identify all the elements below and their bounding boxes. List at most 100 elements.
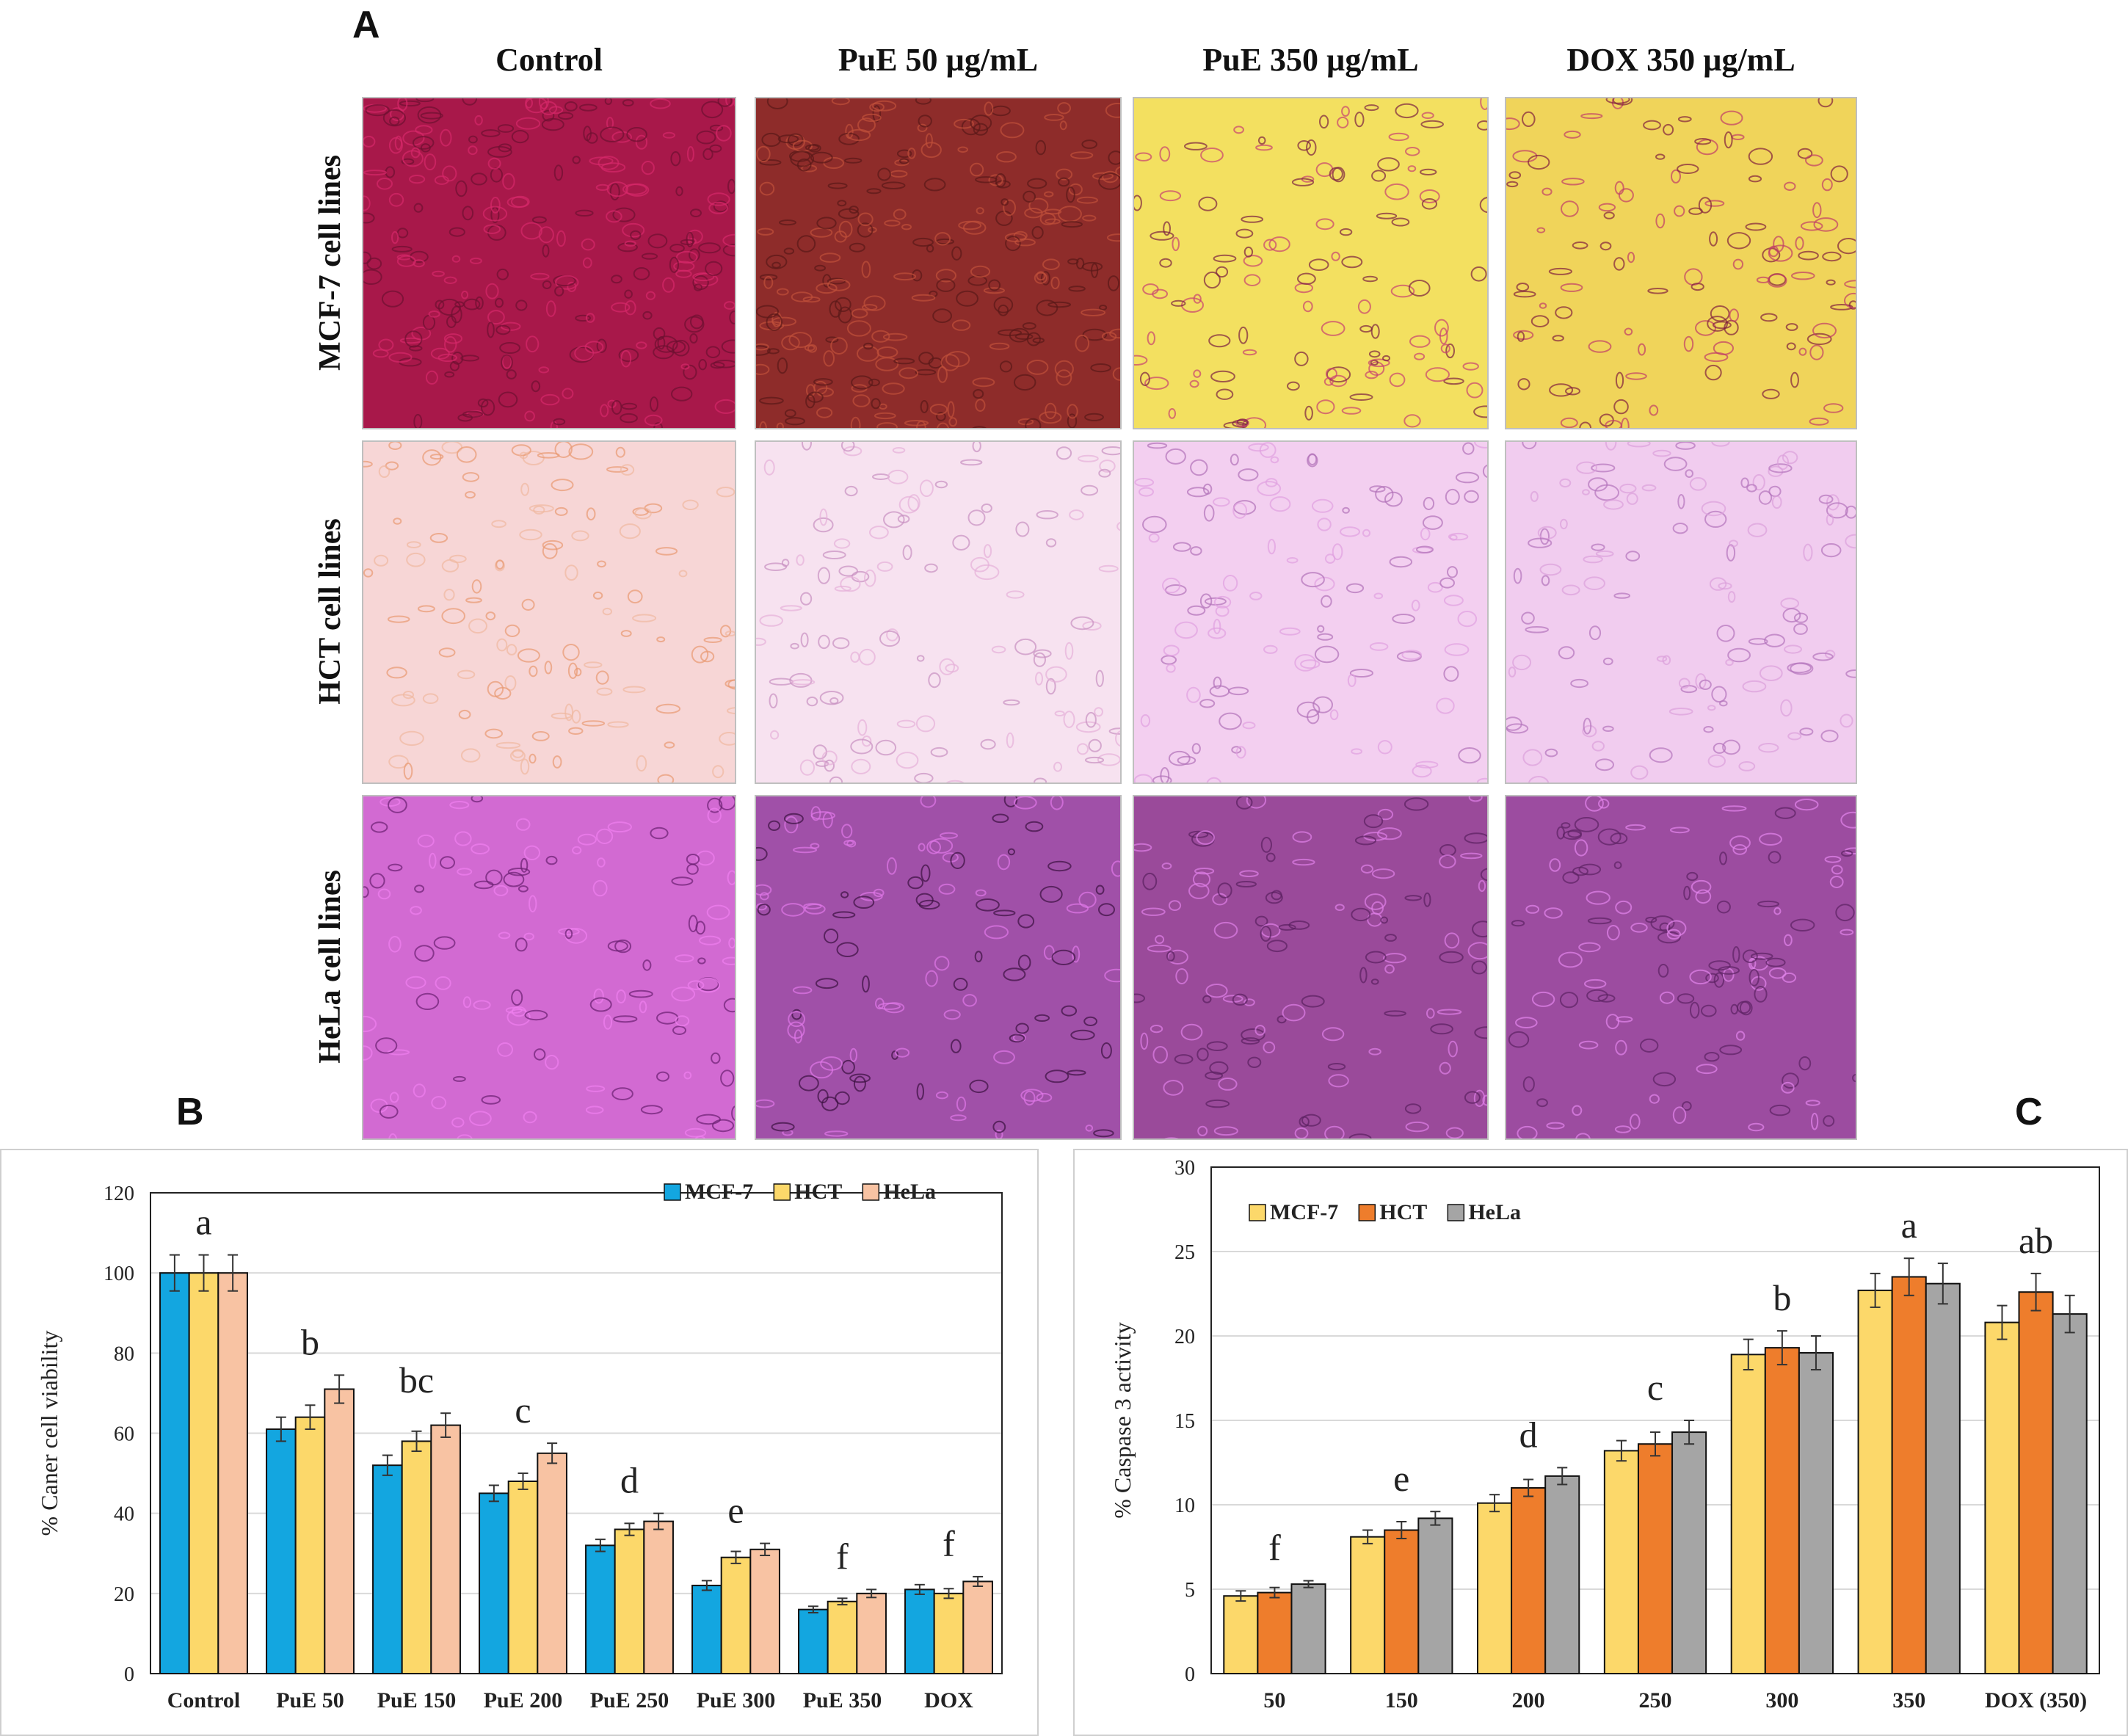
- y-tick-label: 120: [104, 1183, 134, 1205]
- bar: [2052, 1313, 2088, 1674]
- bar: [749, 1548, 780, 1675]
- bar: [933, 1592, 965, 1674]
- micrograph-image: [362, 795, 736, 1140]
- micrograph-image: [755, 97, 1122, 429]
- bar: [798, 1608, 829, 1675]
- x-tick-label: 300: [1765, 1688, 1798, 1713]
- bar: [1290, 1583, 1326, 1674]
- significance-letter: ab: [2019, 1220, 2053, 1261]
- column-label: PuE 50 µg/mL: [838, 42, 1039, 78]
- bar: [507, 1481, 539, 1674]
- x-tick-label: PuE 300: [697, 1688, 776, 1713]
- x-tick-label: Control: [167, 1688, 240, 1713]
- y-tick-label: 60: [114, 1423, 134, 1446]
- y-tick-label: 20: [1174, 1326, 1195, 1348]
- x-tick-label: 250: [1639, 1688, 1672, 1713]
- panel-c-letter: C: [2015, 1091, 2043, 1133]
- bar: [962, 1580, 993, 1674]
- bar: [537, 1452, 567, 1674]
- bar: [401, 1440, 432, 1674]
- micrograph-image: [1133, 97, 1489, 429]
- significance-letter: c: [1647, 1367, 1663, 1408]
- bar: [720, 1556, 752, 1674]
- bar: [1511, 1487, 1547, 1674]
- y-axis-label: % Caner cell viability: [36, 1331, 62, 1536]
- bar: [1798, 1352, 1834, 1674]
- micrograph-image: [1133, 440, 1489, 784]
- panel-a-letter: A: [352, 4, 380, 46]
- significance-letter: f: [1268, 1528, 1281, 1569]
- y-tick-label: 80: [114, 1343, 134, 1365]
- legend-label: HCT: [1379, 1200, 1427, 1224]
- plot-area: [150, 1192, 1003, 1674]
- y-tick-label: 20: [114, 1583, 134, 1606]
- significance-letter: a: [1901, 1205, 1917, 1246]
- bar: [1857, 1289, 1893, 1674]
- column-label: DOX 350 µg/mL: [1566, 42, 1795, 78]
- micrograph-image: [362, 440, 736, 784]
- y-tick-label: 0: [1185, 1663, 1195, 1686]
- bar: [614, 1528, 645, 1674]
- bar: [1984, 1321, 2020, 1674]
- column-label: PuE 350 µg/mL: [1202, 42, 1419, 78]
- significance-letter: f: [836, 1536, 849, 1577]
- x-tick-label: DOX: [924, 1688, 973, 1713]
- micrograph-image: [755, 795, 1122, 1140]
- bar: [266, 1428, 297, 1674]
- y-tick-label: 10: [1174, 1495, 1195, 1517]
- bar: [294, 1416, 326, 1674]
- legend-label: HeLa: [883, 1180, 936, 1204]
- micrograph-image: [755, 440, 1122, 784]
- bar: [479, 1492, 509, 1674]
- y-tick-label: 40: [114, 1503, 134, 1526]
- bar: [1891, 1276, 1927, 1674]
- micrograph-image: [362, 97, 736, 429]
- x-tick-label: 150: [1385, 1688, 1418, 1713]
- bar: [1477, 1502, 1513, 1675]
- bar: [430, 1424, 461, 1674]
- significance-letter: bc: [399, 1359, 434, 1401]
- y-tick-label: 0: [124, 1663, 134, 1686]
- legend-swatch: [1358, 1204, 1376, 1221]
- bar: [856, 1592, 887, 1674]
- significance-letter: a: [195, 1202, 211, 1243]
- row-label: MCF-7 cell lines: [313, 154, 347, 371]
- panel-b-frame: [0, 1149, 1039, 1736]
- bar: [2018, 1291, 2054, 1674]
- bar: [691, 1584, 722, 1675]
- bar: [1764, 1347, 1800, 1674]
- y-tick-label: 30: [1174, 1157, 1195, 1180]
- micrograph-image: [1133, 795, 1489, 1140]
- x-tick-label: PuE 350: [803, 1688, 882, 1713]
- significance-letter: d: [1519, 1414, 1538, 1455]
- bar: [1544, 1475, 1580, 1674]
- bar: [1637, 1443, 1674, 1674]
- x-tick-label: PuE 50: [276, 1688, 344, 1713]
- x-tick-label: PuE 150: [377, 1688, 457, 1713]
- bar: [324, 1388, 355, 1674]
- panel-b-letter: B: [176, 1091, 204, 1133]
- legend-swatch: [862, 1183, 880, 1201]
- x-tick-label: 350: [1892, 1688, 1925, 1713]
- bar: [1603, 1450, 1639, 1674]
- x-tick-label: PuE 200: [484, 1688, 563, 1713]
- micrograph-image: [1505, 440, 1857, 784]
- legend-label: HeLa: [1468, 1200, 1521, 1224]
- bar: [643, 1520, 674, 1675]
- x-tick-label: 50: [1263, 1688, 1285, 1713]
- panel-c-frame: [1073, 1149, 2128, 1736]
- bar: [188, 1272, 219, 1674]
- bar: [1730, 1354, 1766, 1674]
- bar: [217, 1272, 248, 1674]
- legend-swatch: [773, 1183, 791, 1201]
- bar: [1350, 1536, 1386, 1675]
- caspase-chart: 0 5 10 15 20 25 30 % Caspase 3 activity 50 f 150 e 2…: [1109, 1157, 2100, 1713]
- bar: [1257, 1591, 1293, 1674]
- significance-letter: b: [301, 1321, 319, 1362]
- micrograph-image: [1505, 97, 1857, 429]
- bar: [1223, 1595, 1259, 1675]
- y-tick-label: 25: [1174, 1241, 1195, 1264]
- micrograph-image: [1505, 795, 1857, 1140]
- x-tick-label: PuE 250: [590, 1688, 669, 1713]
- bar: [372, 1464, 403, 1674]
